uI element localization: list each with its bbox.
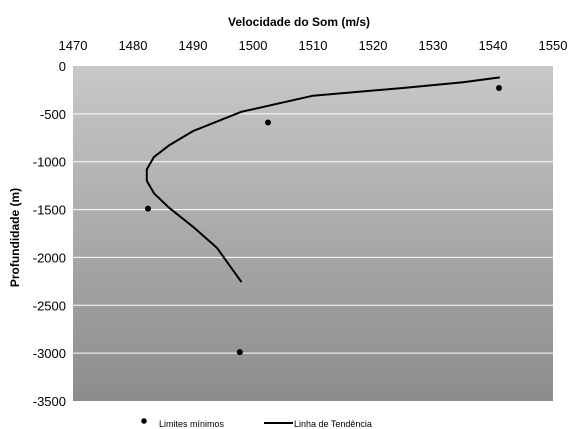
- y-tick-labels: 0 -500 -1000 -1500 -2000 -2500 -3000 -3500: [33, 59, 66, 409]
- y-tick-label: 0: [59, 59, 66, 74]
- y-axis-title: Profundidade (m): [8, 188, 22, 287]
- plot-area: [73, 66, 553, 401]
- x-tick-labels: 1470 1480 1490 1500 1510 1520 1530 1540 1550: [59, 38, 568, 53]
- grid-lines: [73, 113, 553, 354]
- y-tick-label: -1000: [33, 155, 66, 170]
- series-layer: [145, 76, 502, 356]
- x-tick-label: 1500: [239, 38, 268, 53]
- x-tick-label: 1470: [59, 38, 88, 53]
- data-point: [265, 119, 271, 126]
- y-tick-label: -2500: [33, 298, 66, 313]
- y-tick-label: -3500: [33, 394, 66, 409]
- x-tick-label: 1550: [539, 38, 568, 53]
- data-point: [145, 205, 151, 212]
- x-axis-title: Velocidade do Som (m/s): [228, 15, 370, 29]
- y-tick-label: -500: [40, 107, 66, 122]
- y-tick-label: -2000: [33, 250, 66, 265]
- legend-label-points: Limites mínimos: [159, 419, 225, 429]
- x-tick-label: 1540: [479, 38, 508, 53]
- data-point: [496, 85, 502, 92]
- trend-line: [145, 76, 500, 283]
- x-tick-label: 1530: [419, 38, 448, 53]
- x-tick-label: 1510: [299, 38, 328, 53]
- x-tick-label: 1490: [179, 38, 208, 53]
- data-point: [236, 349, 243, 356]
- x-tick-label: 1480: [119, 38, 148, 53]
- legend-marker-points: [141, 418, 147, 424]
- y-tick-label: -1500: [33, 203, 66, 218]
- y-tick-label: -3000: [33, 346, 66, 361]
- x-tick-label: 1520: [359, 38, 388, 53]
- legend-label-line: Linha de Tendência: [294, 419, 372, 429]
- legend: Limites mínimos Linha de Tendência: [141, 418, 372, 429]
